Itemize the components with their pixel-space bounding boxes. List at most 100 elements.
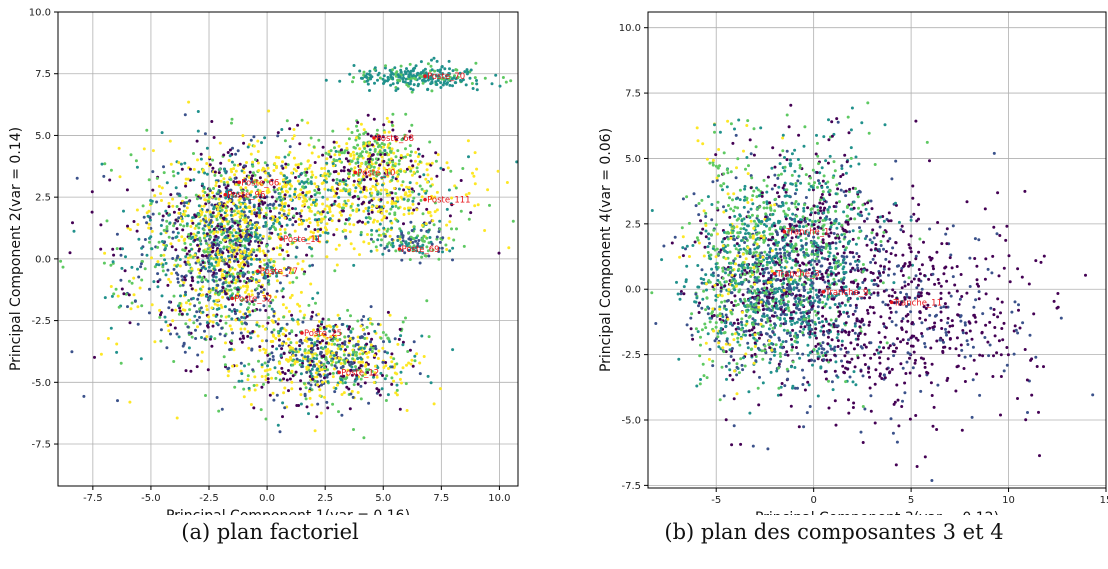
data-point xyxy=(218,278,222,282)
data-point xyxy=(148,287,151,291)
data-point xyxy=(869,199,873,203)
data-point xyxy=(814,241,818,245)
data-point xyxy=(164,244,168,248)
data-point xyxy=(233,385,237,389)
data-point xyxy=(343,342,347,346)
data-point xyxy=(225,209,228,213)
data-point xyxy=(773,311,777,315)
data-point xyxy=(187,346,191,350)
data-point xyxy=(197,268,200,271)
data-point xyxy=(229,213,233,217)
data-point xyxy=(169,162,173,166)
data-point xyxy=(224,186,228,190)
data-point xyxy=(257,202,261,206)
data-point xyxy=(361,220,364,224)
data-point xyxy=(448,249,452,253)
data-point xyxy=(451,246,455,250)
data-point xyxy=(171,204,175,208)
data-point xyxy=(218,292,221,296)
data-point xyxy=(333,153,337,157)
data-point xyxy=(374,245,378,249)
data-point xyxy=(353,146,357,150)
data-point xyxy=(232,228,236,232)
data-point xyxy=(447,236,451,240)
data-point xyxy=(388,161,392,164)
data-point xyxy=(298,142,302,146)
data-point xyxy=(380,238,383,242)
data-point xyxy=(263,201,267,205)
data-point xyxy=(298,344,302,348)
data-point xyxy=(398,227,402,231)
data-point xyxy=(297,223,301,226)
data-point xyxy=(233,267,237,271)
data-point xyxy=(175,332,179,336)
data-point xyxy=(321,347,325,351)
data-point xyxy=(310,338,314,342)
data-point xyxy=(836,332,840,336)
grid-lines xyxy=(58,11,518,486)
data-point xyxy=(394,249,398,253)
data-point xyxy=(368,148,372,152)
data-point xyxy=(383,377,387,381)
data-point xyxy=(345,146,349,150)
data-point xyxy=(682,292,686,296)
data-point xyxy=(680,226,684,230)
data-point xyxy=(239,361,243,365)
data-point xyxy=(408,348,412,352)
data-point xyxy=(194,224,198,228)
data-point xyxy=(219,213,223,217)
data-point xyxy=(372,165,376,169)
data-point xyxy=(190,219,194,223)
data-point xyxy=(362,436,366,440)
data-point xyxy=(356,220,360,224)
data-point xyxy=(364,216,368,220)
data-point xyxy=(211,191,214,195)
data-point xyxy=(224,280,228,284)
data-point xyxy=(236,149,240,153)
data-point xyxy=(397,187,401,191)
data-point xyxy=(366,355,370,359)
data-point xyxy=(283,155,287,159)
data-point xyxy=(358,164,362,168)
data-point xyxy=(851,312,855,316)
data-point xyxy=(285,176,289,180)
data-point xyxy=(339,331,343,335)
data-point xyxy=(344,179,348,183)
data-point xyxy=(317,188,321,192)
data-point xyxy=(438,227,442,231)
data-point xyxy=(507,246,511,250)
data-point xyxy=(869,260,873,264)
data-point xyxy=(391,128,395,132)
data-point xyxy=(176,231,180,235)
data-point xyxy=(248,233,252,237)
data-point xyxy=(263,224,267,228)
data-point xyxy=(715,267,719,271)
data-point xyxy=(346,199,350,203)
data-point xyxy=(324,177,328,181)
data-point xyxy=(348,407,352,411)
data-point xyxy=(451,348,455,352)
data-point xyxy=(209,337,212,341)
data-point xyxy=(366,220,370,224)
data-point xyxy=(420,334,424,338)
data-point xyxy=(248,236,252,240)
data-point xyxy=(376,238,380,242)
data-point xyxy=(318,240,322,244)
data-point xyxy=(354,161,358,165)
data-point xyxy=(741,368,745,372)
data-point xyxy=(194,261,198,265)
data-point xyxy=(90,210,94,214)
data-point xyxy=(337,243,341,247)
data-point xyxy=(828,247,832,251)
data-point xyxy=(111,247,115,251)
data-point xyxy=(398,327,402,331)
data-point xyxy=(331,375,335,379)
data-point xyxy=(336,383,339,387)
data-point xyxy=(450,203,454,207)
data-point xyxy=(220,222,224,226)
data-point xyxy=(241,334,245,338)
data-point xyxy=(418,261,422,265)
data-point xyxy=(215,238,219,242)
data-point xyxy=(181,344,185,348)
data-point xyxy=(380,155,384,159)
